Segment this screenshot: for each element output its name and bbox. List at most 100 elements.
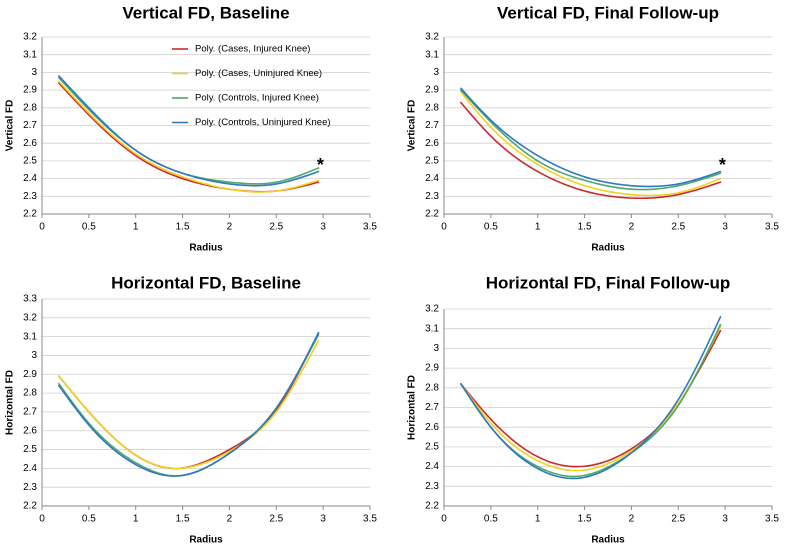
panel-3-y-tick-label: 3 xyxy=(31,350,37,361)
panel-3-y-tick-label: 2.6 xyxy=(23,425,37,436)
panel-3-x-tick-label: 3 xyxy=(320,514,326,525)
panel-4-y-tick-label: 2.4 xyxy=(425,461,439,472)
panel-3-x-tick-label: 2 xyxy=(227,514,233,525)
panel-2-x-tick-label: 1 xyxy=(535,222,541,233)
panel-1-title: Vertical FD, Baseline xyxy=(122,3,289,22)
panel-4-y-tick-label: 2.7 xyxy=(425,402,439,413)
panel-3-x-tick-label: 1.5 xyxy=(176,514,190,525)
panel-1-annotation-asterisk: * xyxy=(317,155,324,175)
panel-3-x-axis-label: Radius xyxy=(189,535,223,544)
panel-1-x-tick-label: 0 xyxy=(39,222,45,233)
panel-1-x-tick-label: 1 xyxy=(133,222,139,233)
panel-2-x-tick-label: 2.5 xyxy=(671,222,685,233)
panel-3-series-line-2 xyxy=(58,339,320,470)
panel-3-series-line-4 xyxy=(58,332,320,477)
panel-1-y-tick-label: 3.1 xyxy=(23,49,37,60)
panel-3-y-tick-label: 2.9 xyxy=(23,369,37,380)
panel-4-y-tick-label: 3 xyxy=(433,343,439,354)
panel-2-y-tick-label: 2.9 xyxy=(425,85,439,96)
panel-1-x-axis-label: Radius xyxy=(189,243,223,254)
panel-2-series-line-3 xyxy=(460,89,722,191)
panel-4-title: Horizontal FD, Final Follow-up xyxy=(486,273,731,292)
panel-1-y-tick-label: 3 xyxy=(31,67,37,78)
panel-1-y-axis-label: Vertical FD xyxy=(5,100,16,152)
panel-3-y-tick-label: 3.2 xyxy=(23,312,37,323)
panel-2-x-axis-label: Radius xyxy=(591,243,625,254)
panel-4-y-tick-label: 2.3 xyxy=(425,481,439,492)
panel-1-x-tick-label: 2 xyxy=(227,222,233,233)
panel-4-x-tick-label: 1.5 xyxy=(578,514,592,525)
panel-2-y-tick-label: 3.1 xyxy=(425,49,439,60)
panel-2-x-tick-label: 0.5 xyxy=(484,222,498,233)
panel-4-series-line-4 xyxy=(460,316,722,480)
panel-3-y-tick-label: 2.4 xyxy=(23,463,37,474)
panel-1-y-tick-label: 2.7 xyxy=(23,120,37,131)
legend-label-4: Poly. (Controls, Uninjured Knee) xyxy=(195,117,331,128)
panel-1-y-tick-label: 2.2 xyxy=(23,209,37,220)
panel-1-series-line-4 xyxy=(58,75,320,187)
panel-2-series-line-4 xyxy=(460,87,722,188)
panel-4-series-line-2 xyxy=(460,325,722,472)
panel-2-y-tick-label: 3 xyxy=(433,67,439,78)
panel-3-x-tick-label: 3.5 xyxy=(363,514,377,525)
panel-3-x-tick-label: 2.5 xyxy=(269,514,283,525)
panel-2-title: Vertical FD, Final Follow-up xyxy=(497,3,719,22)
panel-3-y-tick-label: 3.1 xyxy=(23,331,37,342)
legend-label-1: Poly. (Cases, Injured Knee) xyxy=(195,44,310,55)
panel-3-y-axis-label: Horizontal FD xyxy=(5,370,16,435)
panel-4-x-axis-label: Radius xyxy=(591,535,625,544)
panel-1-x-tick-label: 1.5 xyxy=(176,222,190,233)
panel-3-y-tick-label: 2.2 xyxy=(23,501,37,512)
panel-4-y-tick-label: 2.2 xyxy=(425,501,439,512)
panel-1-x-tick-label: 3 xyxy=(320,222,326,233)
panel-1-series-line-2 xyxy=(58,80,320,193)
panel-1-y-tick-label: 2.8 xyxy=(23,102,37,113)
panel-2-series-line-1 xyxy=(460,101,722,200)
panel-1-x-tick-label: 0.5 xyxy=(82,222,96,233)
legend-label-2: Poly. (Cases, Uninjured Knee) xyxy=(195,68,322,79)
panel-2-y-tick-label: 2.7 xyxy=(425,120,439,131)
panel-1-x-tick-label: 3.5 xyxy=(363,222,377,233)
panel-2-y-tick-label: 2.3 xyxy=(425,191,439,202)
panel-3-y-tick-label: 2.3 xyxy=(23,482,37,493)
panel-2-y-tick-label: 2.4 xyxy=(425,173,439,184)
panel-4-y-tick-label: 2.6 xyxy=(425,422,439,433)
panel-2-x-tick-label: 2 xyxy=(629,222,635,233)
panel-1-x-tick-label: 2.5 xyxy=(269,222,283,233)
panel-3-y-tick-label: 2.7 xyxy=(23,407,37,418)
panel-2-x-tick-label: 0 xyxy=(441,222,447,233)
panel-1-y-tick-label: 3.2 xyxy=(23,32,37,43)
panel-2-x-tick-label: 1.5 xyxy=(578,222,592,233)
panel-4-x-tick-label: 1 xyxy=(535,514,541,525)
panel-1-y-tick-label: 2.9 xyxy=(23,85,37,96)
panel-4-series-line-3 xyxy=(460,323,722,478)
panel-1-y-tick-label: 2.3 xyxy=(23,191,37,202)
panel-4-y-tick-label: 2.8 xyxy=(425,382,439,393)
panel-2-x-tick-label: 3 xyxy=(722,222,728,233)
panel-3-title: Horizontal FD, Baseline xyxy=(111,273,301,292)
panel-3-y-tick-label: 2.5 xyxy=(23,444,37,455)
panel-2-y-tick-label: 2.5 xyxy=(425,156,439,167)
panel-3-x-tick-label: 0.5 xyxy=(82,514,96,525)
panel-4-x-tick-label: 2.5 xyxy=(671,514,685,525)
panel-4-y-tick-label: 2.9 xyxy=(425,363,439,374)
panel-2-series-line-2 xyxy=(460,91,722,197)
panel-2-y-tick-label: 2.6 xyxy=(425,138,439,149)
panel-3-y-tick-label: 2.8 xyxy=(23,388,37,399)
panel-4-x-tick-label: 3 xyxy=(722,514,728,525)
panel-2-x-tick-label: 3.5 xyxy=(765,222,779,233)
panel-2-y-axis-label: Vertical FD xyxy=(407,100,418,152)
panel-4-x-tick-label: 3.5 xyxy=(765,514,779,525)
panel-2-y-tick-label: 3.2 xyxy=(425,32,439,43)
panel-1-y-tick-label: 2.5 xyxy=(23,156,37,167)
panel-4-x-tick-label: 0 xyxy=(441,514,447,525)
panel-3-x-tick-label: 0 xyxy=(39,514,45,525)
panel-2-annotation-asterisk: * xyxy=(719,155,726,175)
panel-3-series-line-1 xyxy=(58,332,320,470)
panel-2-y-tick-label: 2.2 xyxy=(425,209,439,220)
panel-2-y-tick-label: 2.8 xyxy=(425,102,439,113)
panel-1-y-tick-label: 2.4 xyxy=(23,173,37,184)
panel-4-y-tick-label: 3.1 xyxy=(425,323,439,334)
